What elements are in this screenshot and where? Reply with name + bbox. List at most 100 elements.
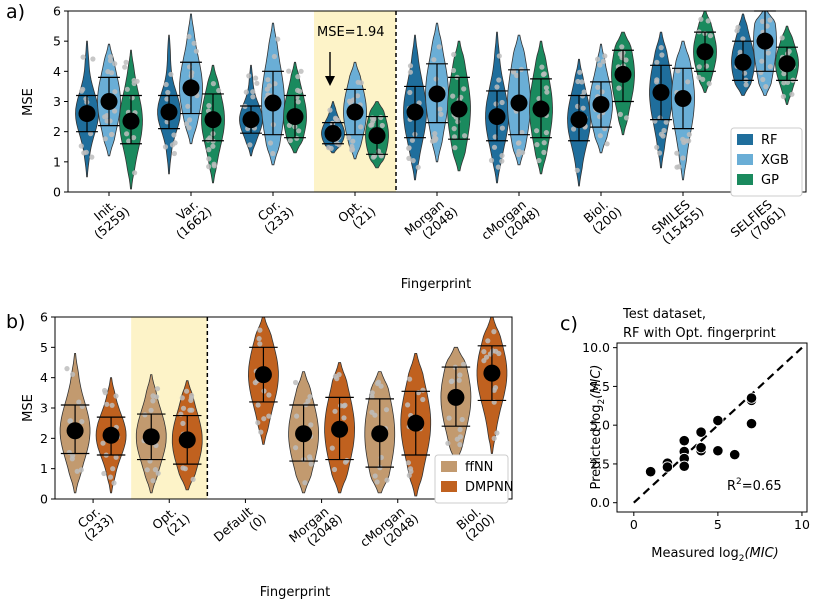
data-point bbox=[89, 154, 95, 160]
x-tick-label: Biol.(200) bbox=[580, 197, 624, 237]
panel-b-x-ticks: Cor.(233) Opt.(21) Default(0) Morgan(2048) c… bbox=[75, 499, 497, 550]
panel-c-plot bbox=[633, 346, 803, 504]
data-point bbox=[410, 158, 416, 164]
y-tick-label: 5 bbox=[40, 340, 48, 355]
data-point bbox=[179, 395, 185, 401]
panel-b-violins bbox=[59, 316, 508, 497]
data-point bbox=[499, 153, 505, 159]
data-point bbox=[657, 150, 663, 156]
data-point bbox=[595, 56, 601, 62]
data-point bbox=[295, 74, 301, 80]
data-point bbox=[267, 140, 274, 146]
data-point bbox=[185, 103, 191, 109]
mean-marker-RF bbox=[570, 111, 588, 129]
data-point bbox=[760, 76, 766, 83]
y-tick-label: 0 bbox=[40, 492, 48, 507]
data-point bbox=[452, 145, 458, 151]
legend-swatch-ffNN bbox=[441, 461, 457, 472]
data-point bbox=[350, 138, 356, 144]
panel-c-title-line1: Test dataset, bbox=[622, 307, 706, 322]
x-tick-label: Default(0) bbox=[211, 504, 269, 545]
data-point bbox=[680, 155, 686, 161]
data-point bbox=[686, 131, 692, 138]
data-point bbox=[189, 407, 195, 413]
data-point bbox=[112, 89, 118, 95]
data-point bbox=[496, 53, 502, 59]
mean-marker-GP bbox=[368, 127, 386, 145]
data-point bbox=[448, 378, 454, 385]
data-point bbox=[494, 430, 500, 436]
data-point bbox=[491, 435, 497, 441]
data-point bbox=[485, 338, 491, 344]
data-point bbox=[90, 56, 96, 62]
data-point bbox=[266, 83, 272, 89]
data-point bbox=[520, 150, 526, 156]
data-point bbox=[451, 134, 458, 140]
data-point bbox=[131, 77, 137, 84]
data-point bbox=[308, 461, 314, 467]
y-tick-label: 2.5 bbox=[590, 456, 610, 471]
data-point bbox=[293, 445, 299, 451]
mean-marker-ffNN bbox=[447, 388, 465, 406]
data-point bbox=[113, 454, 119, 460]
data-point bbox=[78, 143, 84, 149]
data-point bbox=[539, 64, 545, 70]
data-point bbox=[187, 117, 193, 123]
data-point bbox=[341, 403, 347, 409]
data-point bbox=[188, 397, 194, 403]
data-point bbox=[271, 53, 277, 60]
data-point bbox=[405, 460, 411, 466]
x-tick-label: Init.(5259) bbox=[91, 197, 133, 242]
data-point bbox=[581, 89, 587, 95]
data-point bbox=[246, 73, 252, 79]
data-point bbox=[142, 412, 148, 418]
mean-marker-XGB bbox=[264, 94, 282, 112]
data-point bbox=[493, 348, 499, 354]
data-point bbox=[764, 23, 770, 29]
mean-marker-GP bbox=[286, 108, 304, 126]
data-point bbox=[457, 442, 463, 448]
data-point bbox=[210, 81, 216, 87]
data-point bbox=[781, 71, 787, 77]
data-point bbox=[155, 470, 161, 476]
data-point bbox=[571, 126, 577, 132]
panel-b: b) 0 1 2 3 4 5 6 Cor.(233) Opt.(21) Default(0) Mo… bbox=[6, 310, 514, 601]
data-point bbox=[602, 53, 608, 59]
data-point bbox=[358, 124, 364, 130]
data-point bbox=[415, 164, 421, 170]
data-point bbox=[617, 111, 624, 117]
x-tick-label: 5 bbox=[714, 517, 722, 532]
data-point bbox=[258, 429, 264, 435]
data-point bbox=[407, 89, 413, 96]
data-point bbox=[252, 380, 258, 386]
data-point bbox=[432, 131, 438, 137]
data-point bbox=[101, 470, 107, 477]
data-point bbox=[256, 336, 262, 342]
data-point bbox=[334, 376, 340, 382]
x-tick-label: Biol.(200) bbox=[453, 504, 497, 544]
data-point bbox=[536, 96, 542, 102]
mean-marker-XGB bbox=[100, 93, 118, 110]
mean-marker-DMPNN bbox=[254, 366, 272, 384]
data-point bbox=[595, 84, 601, 90]
data-point bbox=[169, 142, 176, 148]
y-tick-label: 1 bbox=[40, 461, 48, 476]
data-point bbox=[460, 361, 467, 367]
data-point bbox=[540, 71, 547, 78]
scatter-point bbox=[695, 426, 707, 438]
panel-a-annotation-arrow bbox=[325, 52, 335, 86]
data-point bbox=[407, 376, 413, 382]
data-point bbox=[451, 51, 457, 58]
data-point bbox=[488, 157, 495, 163]
data-point bbox=[250, 94, 256, 100]
data-point bbox=[461, 86, 467, 92]
data-point bbox=[372, 412, 378, 418]
data-point bbox=[765, 50, 771, 56]
data-point bbox=[431, 57, 437, 63]
data-point bbox=[743, 82, 749, 88]
data-point bbox=[454, 436, 460, 442]
data-point bbox=[152, 467, 158, 473]
scatter-point bbox=[729, 449, 741, 461]
data-point bbox=[335, 117, 341, 123]
panel-c-x-label: Measured log2(MIC) bbox=[651, 546, 778, 564]
